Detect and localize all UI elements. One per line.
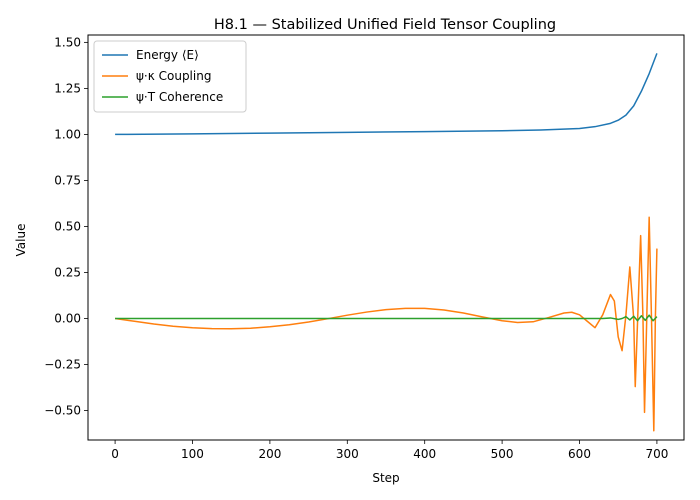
- x-tick-label: 400: [413, 447, 436, 461]
- y-tick-label: 0.50: [54, 219, 81, 233]
- plot-frame: [87, 34, 685, 441]
- x-axis-label: Step: [372, 471, 399, 485]
- y-tick-label: −0.25: [44, 358, 81, 372]
- y-axis-label: Value: [14, 224, 28, 257]
- legend-label-2: ψ·T Coherence: [136, 90, 223, 104]
- chart-title: H8.1 — Stabilized Unified Field Tensor C…: [214, 17, 556, 33]
- x-tick-label: 300: [336, 447, 359, 461]
- x-axis: 0 100 200 300 400 500 600 700: [111, 440, 668, 461]
- legend-label-0: Energy ⟨E⟩: [136, 48, 199, 62]
- legend-box: [93, 40, 247, 113]
- chart-legend: Energy ⟨E⟩ ψ·κ Coupling ψ·T Coherence: [93, 40, 247, 113]
- y-tick-label: 1.50: [54, 35, 81, 49]
- series-line-1: [114, 216, 658, 432]
- y-tick-label: 0.00: [54, 312, 81, 326]
- y-axis: −0.50 −0.25 0.00 0.25 0.50 0.75 1.00 1.25 1.50: [44, 35, 88, 418]
- y-tick-label: 1.25: [54, 81, 81, 95]
- y-tick-label: 1.00: [54, 127, 81, 141]
- y-tick-label: 0.75: [54, 173, 81, 187]
- series-line-0: [115, 53, 658, 136]
- x-tick-label: 0: [111, 447, 119, 461]
- y-tick-label: −0.50: [44, 404, 81, 418]
- series-line-2: [115, 314, 658, 322]
- legend-label-1: ψ·κ Coupling: [136, 69, 211, 83]
- x-tick-label: 600: [568, 447, 591, 461]
- y-tick-label: 0.25: [54, 265, 81, 279]
- plot-series-group: [114, 53, 658, 432]
- x-tick-label: 700: [645, 447, 668, 461]
- x-tick-label: 200: [258, 447, 281, 461]
- x-tick-label: 100: [181, 447, 204, 461]
- x-tick-label: 500: [491, 447, 514, 461]
